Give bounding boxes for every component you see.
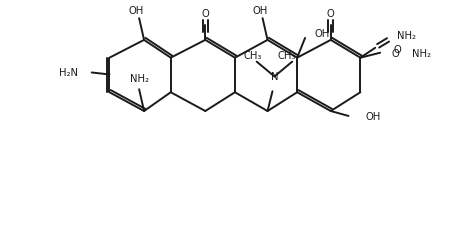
Text: H₂N: H₂N <box>59 68 78 78</box>
Text: O: O <box>393 45 401 54</box>
Text: CH₃: CH₃ <box>243 50 261 61</box>
Text: OH: OH <box>128 6 144 16</box>
Text: OH: OH <box>314 29 330 39</box>
Text: CH₃: CH₃ <box>277 50 296 61</box>
Text: NH₂: NH₂ <box>129 74 148 84</box>
Text: O: O <box>201 9 209 19</box>
Text: NH₂: NH₂ <box>411 49 430 58</box>
Text: N: N <box>270 72 278 82</box>
Text: OH: OH <box>252 6 267 16</box>
Text: OH: OH <box>364 111 380 122</box>
Text: O: O <box>390 49 398 58</box>
Text: O: O <box>326 9 334 19</box>
Text: NH₂: NH₂ <box>396 31 415 41</box>
